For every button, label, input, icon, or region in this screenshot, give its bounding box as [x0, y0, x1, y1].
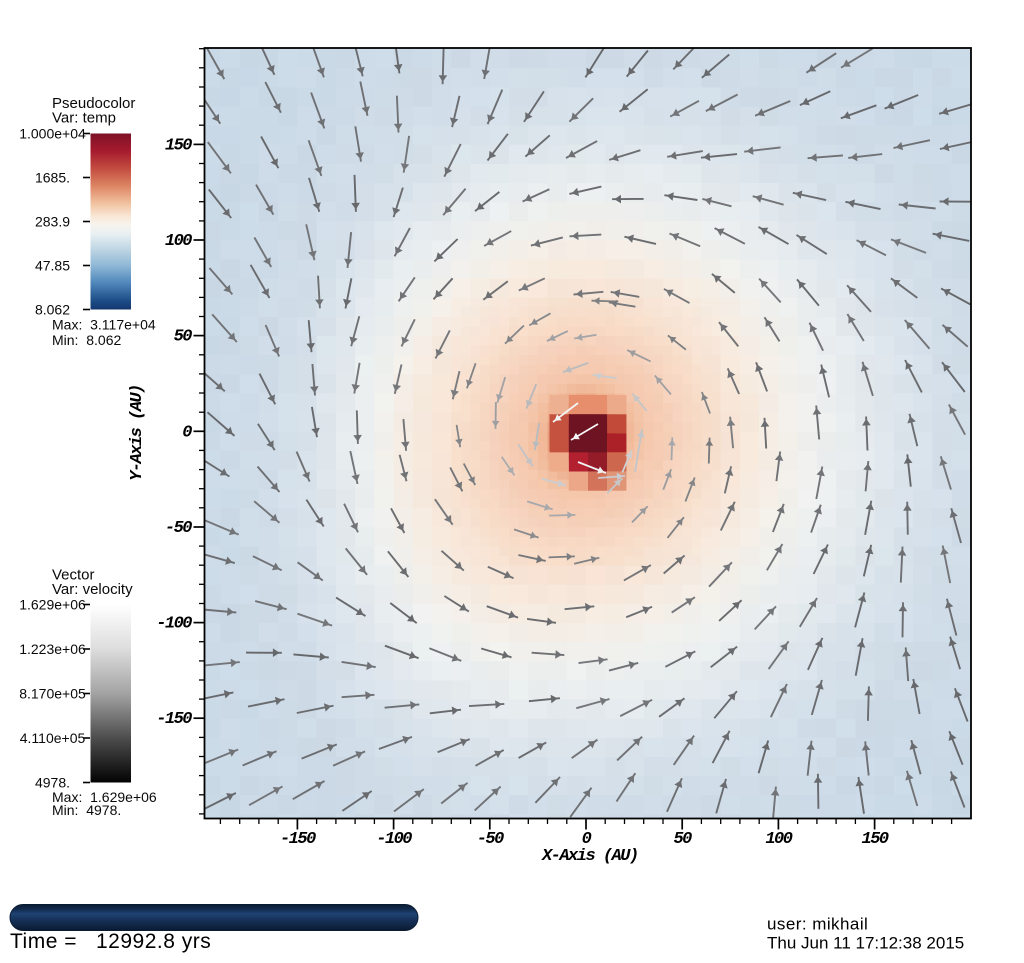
svg-text:user: mikhail: user: mikhail — [767, 915, 868, 934]
svg-text:1.000e+04: 1.000e+04 — [19, 126, 86, 142]
svg-text:0: 0 — [582, 830, 592, 849]
svg-text:Min: 8.062: Min: 8.062 — [52, 332, 121, 348]
svg-text:Time = 12992.8 yrs: Time = 12992.8 yrs — [10, 930, 211, 953]
svg-text:-150: -150 — [156, 710, 192, 729]
svg-text:100: 100 — [165, 232, 192, 251]
svg-text:Thu Jun 11 17:12:38 2015: Thu Jun 11 17:12:38 2015 — [767, 934, 964, 953]
svg-text:Max: 3.117e+04: Max: 3.117e+04 — [52, 317, 156, 333]
svg-text:4978.: 4978. — [35, 775, 70, 791]
svg-text:47.85: 47.85 — [35, 258, 70, 274]
svg-text:Max: 1.629e+06: Max: 1.629e+06 — [52, 789, 157, 805]
svg-text:8.062: 8.062 — [35, 302, 70, 318]
svg-text:4.110e+05: 4.110e+05 — [20, 730, 86, 746]
svg-text:0: 0 — [182, 423, 192, 442]
svg-text:50: 50 — [174, 328, 193, 347]
svg-text:150: 150 — [165, 136, 192, 155]
svg-text:-100: -100 — [376, 830, 412, 849]
svg-text:-150: -150 — [280, 830, 316, 849]
svg-text:-50: -50 — [477, 830, 504, 849]
svg-text:Vector: Vector — [52, 567, 95, 584]
svg-text:Pseudocolor: Pseudocolor — [52, 95, 135, 112]
svg-text:-50: -50 — [165, 519, 192, 538]
svg-text:Y-Axis (AU): Y-Axis (AU) — [128, 385, 147, 481]
svg-text:8.170e+05: 8.170e+05 — [19, 686, 86, 702]
svg-text:150: 150 — [862, 830, 889, 849]
svg-text:-100: -100 — [156, 615, 192, 634]
svg-text:Var: temp: Var: temp — [52, 110, 116, 127]
svg-text:X-Axis (AU): X-Axis (AU) — [541, 847, 638, 866]
svg-text:50: 50 — [673, 830, 692, 849]
svg-text:100: 100 — [765, 830, 792, 849]
svg-text:1685.: 1685. — [35, 170, 70, 186]
svg-text:283.9: 283.9 — [35, 214, 70, 230]
svg-text:1.223e+06: 1.223e+06 — [19, 641, 86, 657]
svg-text:Var: velocity: Var: velocity — [52, 581, 133, 598]
svg-text:Min: 4978.: Min: 4978. — [52, 802, 121, 818]
svg-text:1.629e+06: 1.629e+06 — [19, 597, 86, 613]
